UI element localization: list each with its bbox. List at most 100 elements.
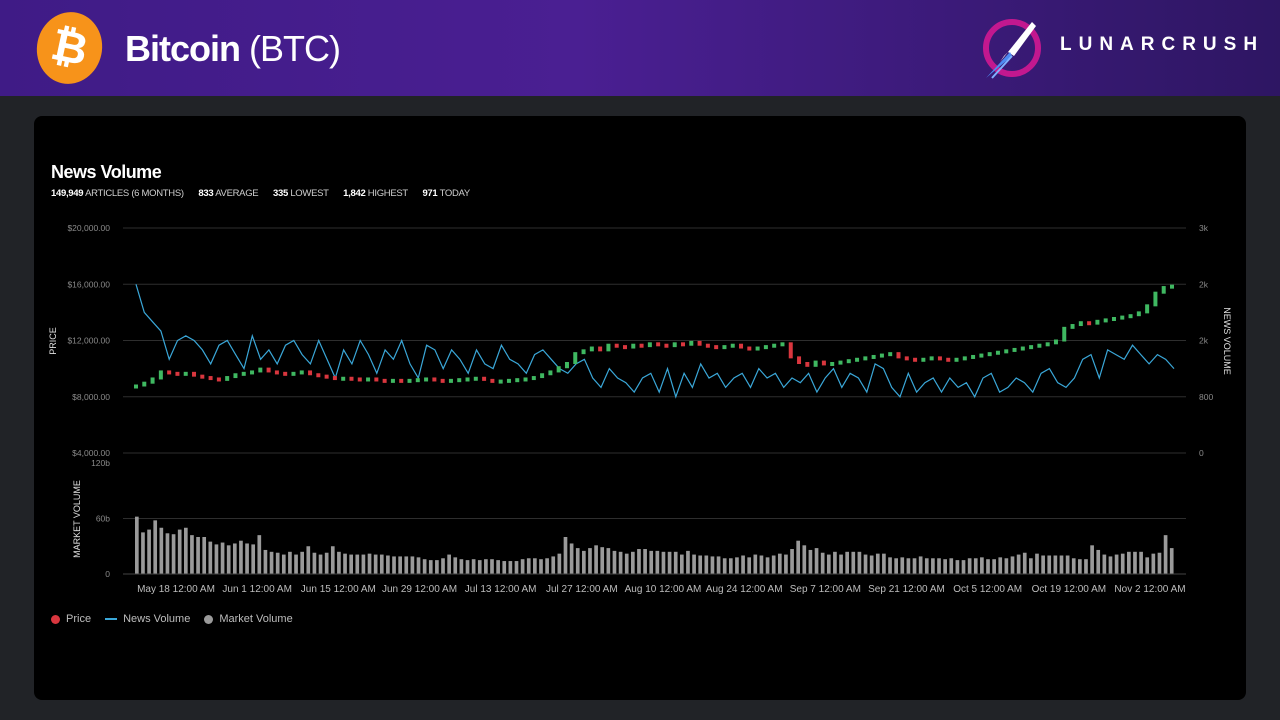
market-volume-bar <box>330 546 335 574</box>
price-candle <box>341 376 346 381</box>
price-candle <box>324 374 329 379</box>
price-candle <box>175 371 180 376</box>
price-candle <box>705 343 710 348</box>
price-candle <box>473 376 478 381</box>
market-volume-bar <box>263 549 268 574</box>
price-candle <box>739 343 744 349</box>
market-tick-label: 60b <box>96 514 110 524</box>
market-volume-bar <box>545 558 549 574</box>
market-volume-bar <box>624 553 629 574</box>
market-volume-bar <box>459 559 464 574</box>
legend-label-news-volume: News Volume <box>123 613 191 625</box>
price-candle <box>208 376 213 381</box>
market-volume-bar <box>637 549 641 574</box>
price-candle <box>225 376 230 381</box>
price-candle <box>730 343 735 348</box>
market-volume-bar <box>465 560 470 574</box>
price-candle <box>1095 319 1100 325</box>
market-volume-bar <box>416 557 421 574</box>
market-volume-bar <box>998 557 1003 574</box>
market-volume-bar <box>1169 548 1174 574</box>
market-volume-axis-title: MARKET VOLUME <box>72 480 82 558</box>
market-volume-bar <box>863 554 868 574</box>
price-candle <box>1004 349 1009 354</box>
market-volume-bar <box>1090 545 1094 574</box>
price-candle <box>283 371 288 376</box>
price-candle <box>722 345 727 350</box>
price-candle <box>200 374 205 379</box>
market-volume-bar <box>1078 559 1082 574</box>
market-volume-bar <box>1108 556 1113 574</box>
stat-average-value: 833 <box>198 188 214 199</box>
price-tick-label: $8,000.00 <box>72 392 110 402</box>
market-volume-bar <box>484 559 488 574</box>
price-candle <box>150 377 155 384</box>
price-candle <box>299 370 304 375</box>
market-volume-bar <box>924 558 929 574</box>
market-volume-bar <box>600 547 605 574</box>
market-volume-bar <box>422 559 427 574</box>
stat-today-label: TODAY <box>439 188 471 199</box>
market-volume-bar <box>747 557 752 574</box>
x-tick-label: Jun 15 12:00 AM <box>301 584 376 595</box>
price-candle <box>747 346 752 351</box>
market-volume-bar <box>759 555 764 574</box>
price-candle <box>904 356 909 361</box>
stats-line: 149,949 ARTICLES (6 MONTHS) 833 AVERAGE … <box>51 188 470 199</box>
market-volume-bar <box>1071 558 1076 574</box>
market-volume-bar <box>398 556 402 574</box>
news-volume-axis-title: NEWS VOLUME <box>1222 307 1232 375</box>
market-volume-bar <box>1010 556 1015 574</box>
legend-item-market-volume[interactable]: Market Volume <box>204 613 293 625</box>
market-volume-bar <box>667 551 672 574</box>
market-volume-bar <box>741 555 745 574</box>
price-candle <box>805 362 810 367</box>
price-candle <box>871 354 876 359</box>
market-volume-bar <box>661 551 666 574</box>
market-volume-bar <box>502 561 507 574</box>
market-volume-bar <box>1145 557 1150 574</box>
price-candle <box>962 356 967 361</box>
panel-title: News Volume <box>51 162 162 182</box>
price-candle <box>838 360 843 365</box>
news-tick-label: 2k <box>1199 336 1209 346</box>
market-volume-bar <box>1041 555 1045 574</box>
price-candle <box>689 340 694 346</box>
market-volume-bar <box>159 527 164 574</box>
price-candle <box>995 350 1000 355</box>
market-volume-bar <box>1151 553 1156 574</box>
market-volume-bar <box>239 540 243 574</box>
market-volume-bar <box>802 545 807 574</box>
coin-title: Bitcoin (BTC) <box>125 28 341 70</box>
price-candle <box>1062 326 1067 342</box>
market-volume-bar <box>673 551 678 574</box>
market-volume-bar <box>275 552 280 574</box>
market-volume-bar <box>428 560 433 574</box>
legend-item-price[interactable]: Price <box>51 613 91 625</box>
price-candle <box>523 377 528 382</box>
legend-item-news-volume[interactable]: News Volume <box>105 613 190 625</box>
market-volume-bar <box>906 558 911 574</box>
price-candle <box>879 353 884 358</box>
market-volume-bar <box>441 558 445 574</box>
market-volume-bar <box>508 561 513 574</box>
price-candle <box>332 376 337 381</box>
price-candle <box>216 377 221 382</box>
price-candle <box>440 378 445 383</box>
price-candle <box>971 354 976 359</box>
price-candle <box>813 360 818 367</box>
market-volume-bar <box>563 537 568 574</box>
market-volume-bar <box>1114 554 1119 574</box>
price-candle <box>954 357 959 362</box>
market-volume-bar <box>894 558 898 574</box>
market-volume-bar <box>306 546 311 574</box>
market-volume-bar <box>826 554 831 574</box>
market-volume-bar <box>649 550 654 574</box>
price-candle <box>921 357 926 362</box>
price-candle <box>979 353 984 358</box>
stat-average-label: AVERAGE <box>215 188 259 199</box>
market-volume-bar <box>949 558 954 574</box>
x-tick-label: Jun 29 12:00 AM <box>382 584 457 595</box>
market-volume-bar <box>882 553 886 574</box>
